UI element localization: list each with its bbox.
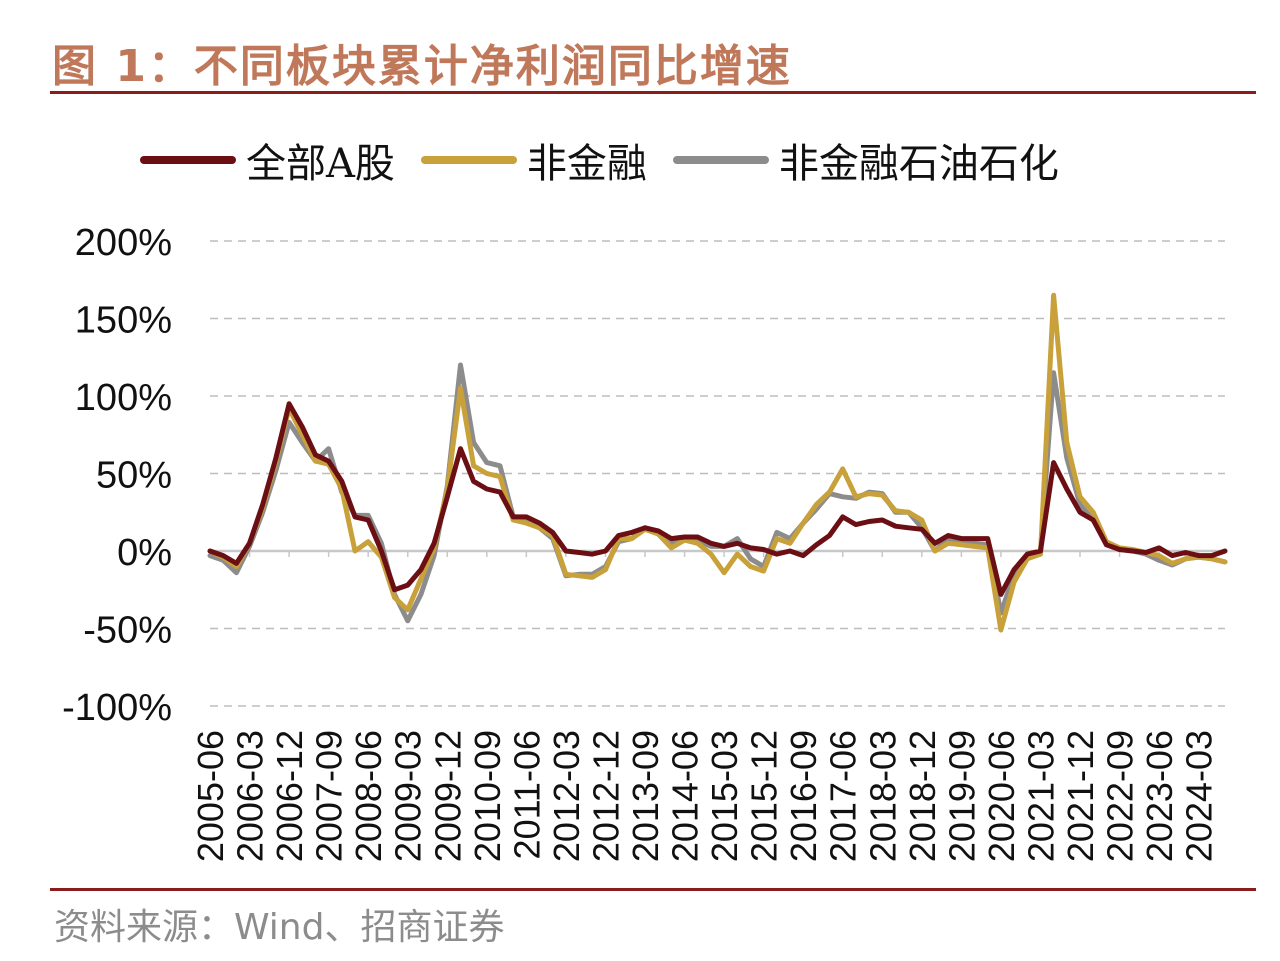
x-tick-label: 2020-06 [981,730,1022,862]
y-tick-label: -50% [83,610,172,652]
legend-label: 全部A股 [246,141,395,187]
x-tick-label: 2019-09 [941,730,982,862]
x-tick-label: 2016-09 [783,730,824,862]
x-tick-label: 2023-06 [1139,730,1180,862]
y-tick-label: 50% [96,455,172,497]
x-tick-label: 2006-12 [269,730,310,862]
legend-item-all-a-shares: 全部A股 [140,131,395,189]
source-divider [50,888,1256,891]
y-tick-label: 200% [75,222,172,264]
x-tick-label: 2012-12 [585,730,626,862]
series-line [207,292,1228,633]
source-note: 资料来源：Wind、招商证券 [54,907,505,948]
x-tick-label: 2006-03 [230,730,271,862]
legend-item-non-financial: 非金融 [420,131,647,189]
y-tick-label: 0% [117,532,172,574]
x-tick-label: 2018-03 [862,730,903,862]
title-divider [50,91,1256,94]
legend-swatch [672,156,769,164]
y-tick-label: 150% [75,300,172,342]
legend-item-non-financial-ex-petro: 非金融石油石化 [672,131,1059,189]
chart-title: 图 1：不同板块累计净利润同比增速 [52,41,792,92]
y-tick-label: -100% [62,687,172,729]
x-tick-label: 2005-06 [190,730,231,862]
x-tick-label: 2011-06 [506,730,547,859]
legend-label: 非金融 [526,141,647,187]
x-tick-label: 2008-06 [348,730,389,862]
x-tick-label: 2024-03 [1179,730,1220,862]
x-tick-label: 2009-12 [427,730,468,862]
x-tick-label: 2012-03 [546,730,587,862]
legend-label: 非金融石油石化 [778,141,1059,187]
y-tick-label: 100% [75,377,172,419]
x-tick-label: 2009-03 [388,730,429,862]
x-tick-label: 2013-09 [625,730,666,862]
x-tick-label: 2018-12 [902,730,943,862]
series-line [207,362,1228,624]
x-tick-label: 2022-09 [1100,730,1141,862]
x-tick-label: 2010-09 [467,730,508,862]
x-tick-label: 2017-06 [823,730,864,862]
x-tick-label: 2015-12 [744,730,785,862]
x-tick-label: 2015-03 [704,730,745,862]
legend-swatch [420,156,517,164]
legend-swatch [140,156,236,164]
x-tick-label: 2021-12 [1060,730,1101,862]
x-tick-label: 2014-06 [665,730,706,862]
x-tick-label: 2021-03 [1020,730,1061,862]
series-line [207,401,1228,597]
chart-legend: 全部A股 非金融 非金融石油石化 [140,130,1059,190]
x-tick-label: 2007-09 [309,730,350,862]
